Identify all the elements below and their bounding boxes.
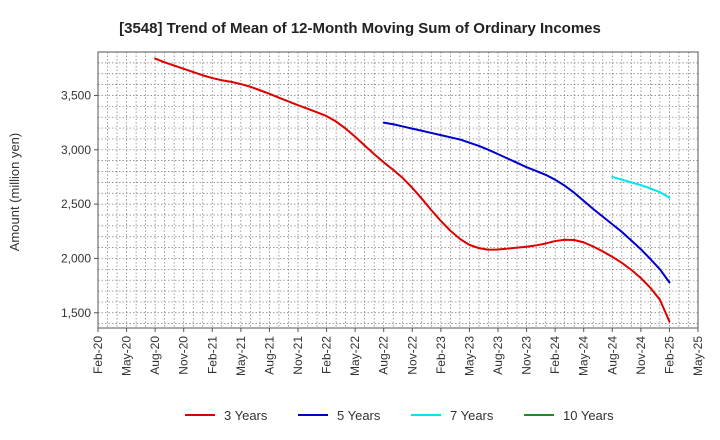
x-tick-label: Aug-21 — [262, 336, 276, 375]
x-tick-label: Nov-24 — [634, 336, 648, 375]
x-tick-label: May-25 — [691, 336, 705, 376]
x-ticks: Feb-20 May-20 Aug-20 Nov-20 Feb-21 May-21 Aug-… — [91, 328, 705, 376]
x-tick-label: Nov-20 — [177, 336, 191, 375]
grid — [98, 52, 698, 328]
legend-label: 3 Years — [224, 408, 268, 423]
x-tick-label: Feb-20 — [91, 336, 105, 374]
x-tick-label: May-20 — [120, 336, 134, 376]
series-line-3-years — [154, 57, 671, 323]
x-tick-label: May-22 — [348, 336, 362, 376]
legend-label: 7 Years — [450, 408, 494, 423]
x-tick-label: Feb-21 — [205, 336, 219, 374]
x-tick-label: Aug-23 — [491, 336, 505, 375]
y-tick-label: 1,500 — [61, 306, 91, 320]
legend: 3 Years 5 Years 7 Years 10 Years — [185, 408, 614, 423]
x-tick-label: Aug-24 — [605, 336, 619, 375]
x-tick-label: Aug-20 — [148, 336, 162, 375]
x-tick-label: Feb-24 — [548, 336, 562, 374]
legend-label: 5 Years — [337, 408, 381, 423]
x-tick-label: Feb-22 — [320, 336, 334, 374]
plot-area — [97, 51, 699, 329]
series-line-5-years — [382, 121, 671, 284]
y-tick-label: 3,000 — [61, 143, 91, 157]
y-tick-label: 2,500 — [61, 197, 91, 211]
x-tick-label: May-24 — [577, 336, 591, 376]
x-tick-label: Nov-22 — [405, 336, 419, 375]
x-tick-label: Nov-23 — [520, 336, 534, 375]
y-axis-label: Amount (million yen) — [7, 133, 22, 252]
series-lines — [154, 57, 671, 323]
x-tick-label: Feb-23 — [434, 336, 448, 374]
x-tick-label: Aug-22 — [377, 336, 391, 375]
y-tick-label: 2,000 — [61, 251, 91, 265]
y-tick-label: 3,500 — [61, 88, 91, 102]
y-ticks: 1,500 2,000 2,500 3,000 3,500 — [61, 88, 98, 320]
x-tick-label: Feb-25 — [662, 336, 676, 374]
chart-title: [3548] Trend of Mean of 12-Month Moving … — [119, 20, 601, 37]
series-line-7-years — [611, 175, 671, 199]
x-tick-label: Nov-21 — [291, 336, 305, 375]
x-tick-label: May-21 — [234, 336, 248, 376]
legend-label: 10 Years — [563, 408, 614, 423]
x-tick-label: May-23 — [462, 336, 476, 376]
